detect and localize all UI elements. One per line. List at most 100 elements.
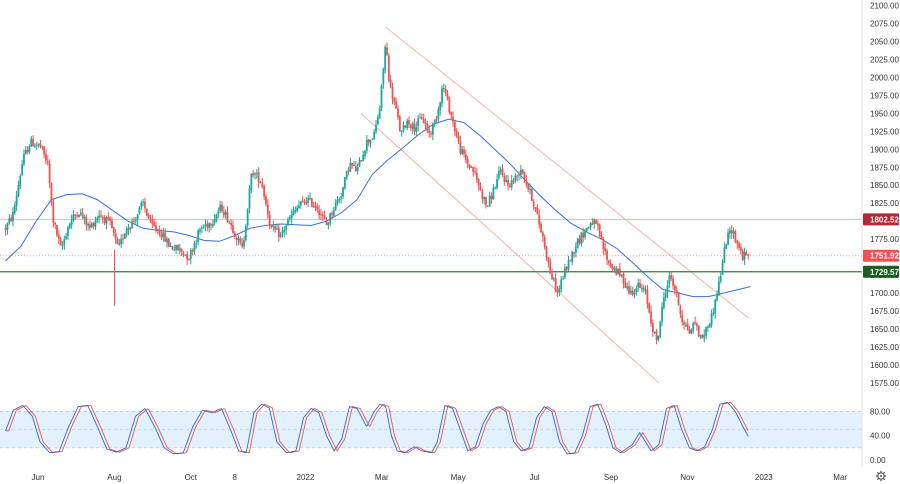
candle-body	[41, 146, 44, 148]
candle-body	[169, 245, 172, 247]
candle-body	[400, 130, 403, 133]
candle-body	[123, 233, 126, 239]
candle-body	[202, 226, 205, 228]
candle-body	[584, 230, 586, 238]
candle-body	[408, 120, 410, 125]
candle-body	[178, 248, 181, 251]
candle-body	[122, 238, 124, 240]
price-label-text: 1751.92	[870, 252, 899, 261]
price-tick-label: 1825.00	[870, 199, 899, 208]
settings-gear-icon[interactable]	[875, 470, 887, 482]
candle-body	[398, 116, 401, 132]
candle-body	[56, 224, 58, 236]
candle-body	[204, 224, 207, 226]
candle-body	[78, 214, 80, 218]
candle-body	[705, 327, 707, 336]
candle-body	[411, 122, 414, 130]
candle-body	[552, 278, 555, 280]
candle-body	[70, 219, 73, 225]
candle-body	[215, 214, 218, 221]
candle-body	[32, 139, 35, 147]
candle-body	[384, 46, 387, 70]
candle-body	[646, 289, 649, 305]
candle-body	[639, 283, 641, 289]
candle-body	[340, 196, 343, 199]
candle-body	[87, 223, 90, 226]
candle-body	[347, 170, 350, 172]
candle-body	[607, 260, 610, 264]
candle-body	[213, 219, 216, 224]
candle-body	[662, 297, 665, 308]
candle-body	[259, 181, 262, 183]
candle-body	[600, 235, 603, 240]
price-label-box	[863, 249, 899, 262]
candle-body	[686, 324, 689, 331]
candle-body	[175, 245, 178, 250]
candle-body	[551, 273, 553, 280]
candle-body	[193, 243, 196, 252]
candle-body	[116, 238, 119, 244]
candle-body	[327, 222, 330, 225]
candle-body	[624, 282, 627, 288]
candle-body	[734, 231, 737, 242]
time-tick-label: May	[451, 473, 466, 482]
candle-body	[486, 205, 489, 207]
candle-body	[563, 267, 566, 278]
candle-body	[254, 173, 256, 175]
candle-body	[406, 120, 409, 129]
candle-body	[481, 190, 484, 199]
candle-body	[719, 275, 722, 282]
candle-body	[540, 223, 542, 233]
candle-body	[688, 329, 691, 334]
candle-body	[642, 287, 645, 290]
candle-body	[299, 201, 302, 206]
candle-body	[199, 229, 201, 232]
candle-body	[79, 212, 82, 215]
candle-body	[692, 323, 695, 331]
price-tick-label: 1850.00	[870, 181, 899, 190]
candle-body	[521, 169, 524, 174]
candle-body	[595, 220, 597, 224]
candle-body	[345, 170, 348, 179]
candle-body	[138, 207, 141, 214]
candle-body	[100, 215, 102, 217]
oscillator-axis: 80.00 40.00 0.00	[870, 407, 891, 465]
candle-body	[21, 164, 24, 175]
candle-body	[298, 205, 300, 209]
candle-body	[46, 161, 49, 163]
candle-body	[387, 55, 390, 81]
candle-body	[706, 326, 709, 328]
candle-body	[732, 231, 735, 234]
candle-body	[96, 218, 99, 221]
candle-body	[628, 286, 630, 294]
candle-body	[50, 182, 53, 201]
candle-body	[450, 111, 453, 116]
candle-body	[265, 196, 267, 205]
candle-body	[503, 175, 506, 182]
candle-body	[527, 183, 530, 190]
price-tick-label: 1775.00	[870, 235, 899, 244]
candle-body	[17, 185, 20, 197]
candle-body	[514, 175, 517, 181]
candle-body	[101, 217, 104, 219]
candle-body	[68, 224, 71, 228]
candle-body	[191, 250, 194, 252]
candle-body	[272, 225, 275, 227]
candle-body	[320, 214, 322, 216]
candle-body	[232, 225, 234, 234]
candle-body	[694, 322, 696, 324]
candle-body	[120, 238, 123, 244]
candle-body	[241, 243, 244, 247]
candle-body	[650, 311, 652, 324]
candle-body	[683, 322, 685, 325]
candle-body	[488, 195, 491, 206]
candle-body	[497, 171, 500, 179]
candle-body	[292, 210, 295, 216]
candle-body	[640, 287, 643, 289]
candle-body	[230, 222, 233, 226]
candle-body	[266, 204, 269, 215]
candle-body	[415, 127, 418, 132]
candle-body	[85, 217, 88, 226]
price-tick-label: 1600.00	[870, 361, 899, 370]
price-tick-label: 1625.00	[870, 343, 899, 352]
